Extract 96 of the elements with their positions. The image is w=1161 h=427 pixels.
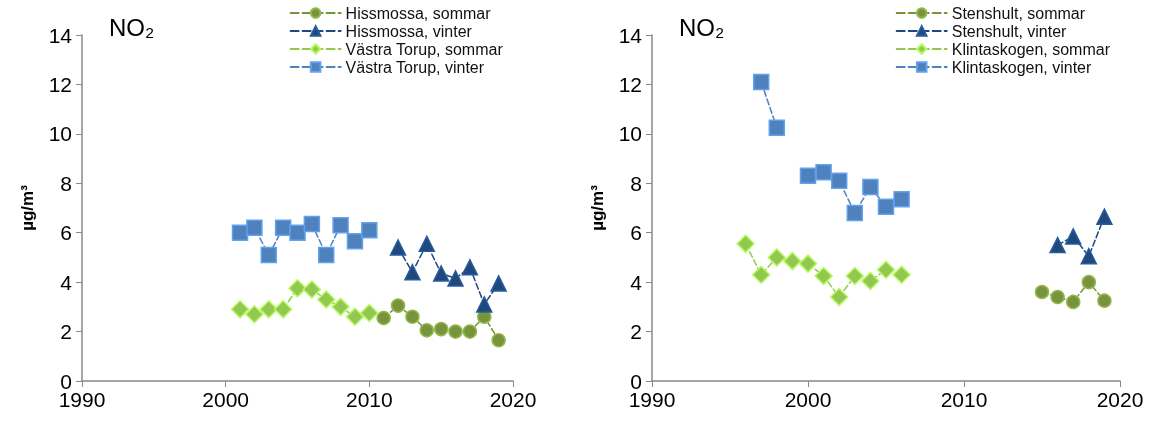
y-tick-label: 14: [618, 23, 643, 47]
y-tick-label: 2: [60, 320, 72, 344]
point: [845, 266, 865, 286]
point: [447, 270, 464, 287]
point: [799, 167, 817, 185]
chart-title: NO₂: [109, 13, 155, 41]
point: [230, 300, 250, 319]
point: [829, 287, 849, 307]
legend-label: Västra Torup, vinter: [345, 58, 485, 76]
point: [767, 248, 787, 267]
y-tick-label: 8: [60, 171, 72, 195]
y-axis-title: µg/m³: [588, 184, 607, 231]
x-tick-label: 2020: [1096, 388, 1144, 411]
point: [316, 290, 336, 309]
x-tick-label: 2010: [345, 388, 393, 411]
point: [376, 310, 391, 326]
point: [273, 300, 293, 319]
point: [389, 239, 407, 256]
point: [893, 191, 910, 208]
point: [1034, 284, 1050, 300]
point: [432, 265, 450, 282]
point: [861, 271, 880, 291]
point: [346, 233, 364, 250]
point: [246, 219, 263, 237]
legend-label: Hissmossa, sommar: [345, 4, 492, 22]
point: [1065, 294, 1081, 310]
y-axis-title: µg/m³: [18, 184, 37, 231]
y-tick-label: 14: [48, 23, 73, 47]
point: [448, 324, 463, 339]
point: [846, 204, 864, 222]
x-tick-label: 2000: [202, 388, 250, 411]
y-tick-label: 4: [60, 270, 73, 294]
point: [231, 224, 249, 241]
legend-label: Västra Torup, sommar: [345, 40, 504, 58]
point: [783, 251, 802, 271]
point: [360, 303, 379, 323]
point: [830, 172, 848, 190]
legend-label: Klintaskogen, sommar: [951, 40, 1111, 58]
point: [245, 305, 264, 324]
point: [405, 309, 420, 324]
point: [1064, 228, 1082, 245]
legend-label: Stenshult, vinter: [951, 22, 1068, 40]
point: [798, 254, 818, 273]
x-tick-label: 2020: [489, 388, 537, 411]
point: [751, 265, 771, 284]
point: [1050, 289, 1065, 305]
y-tick-label: 2: [630, 320, 642, 344]
point: [302, 280, 322, 299]
point: [260, 246, 278, 264]
y-tick-label: 8: [630, 171, 642, 195]
point: [877, 198, 895, 216]
point: [289, 224, 306, 241]
point: [345, 307, 365, 326]
point: [490, 275, 507, 292]
point: [418, 235, 436, 253]
x-tick-label: 2000: [784, 388, 832, 411]
point: [317, 246, 335, 264]
legend-label: Klintaskogen, vinter: [951, 58, 1093, 76]
point: [332, 217, 349, 234]
point: [1097, 293, 1112, 308]
point: [390, 298, 406, 313]
point: [288, 279, 307, 298]
point: [736, 234, 755, 254]
y-tick-label: 6: [630, 221, 642, 245]
point: [462, 324, 478, 339]
y-tick-label: 10: [618, 122, 642, 146]
point: [1049, 236, 1066, 254]
point: [768, 119, 786, 136]
point: [1080, 247, 1098, 265]
y-tick-label: 4: [630, 270, 643, 294]
point: [1096, 208, 1113, 225]
point: [461, 259, 479, 276]
point: [862, 178, 879, 196]
point: [876, 260, 896, 280]
point: [433, 321, 449, 337]
x-tick-label: 2010: [940, 388, 988, 411]
point: [303, 215, 321, 233]
y-tick-label: 10: [48, 122, 72, 146]
chart-title: NO₂: [679, 13, 725, 41]
point: [815, 163, 832, 181]
y-tick-label: 6: [60, 221, 72, 245]
legend-label: Hissmossa, vinter: [345, 22, 473, 40]
point: [814, 266, 833, 286]
point: [491, 332, 506, 348]
y-tick-label: 12: [48, 72, 72, 96]
point: [361, 221, 378, 239]
point: [331, 297, 350, 317]
legend-label: Stenshult, sommar: [951, 4, 1086, 22]
point: [752, 73, 770, 91]
point: [476, 296, 493, 313]
y-tick-label: 12: [618, 72, 642, 96]
point: [404, 264, 421, 281]
point: [1081, 274, 1097, 290]
point: [892, 265, 911, 284]
point: [419, 323, 435, 338]
point: [259, 300, 279, 319]
